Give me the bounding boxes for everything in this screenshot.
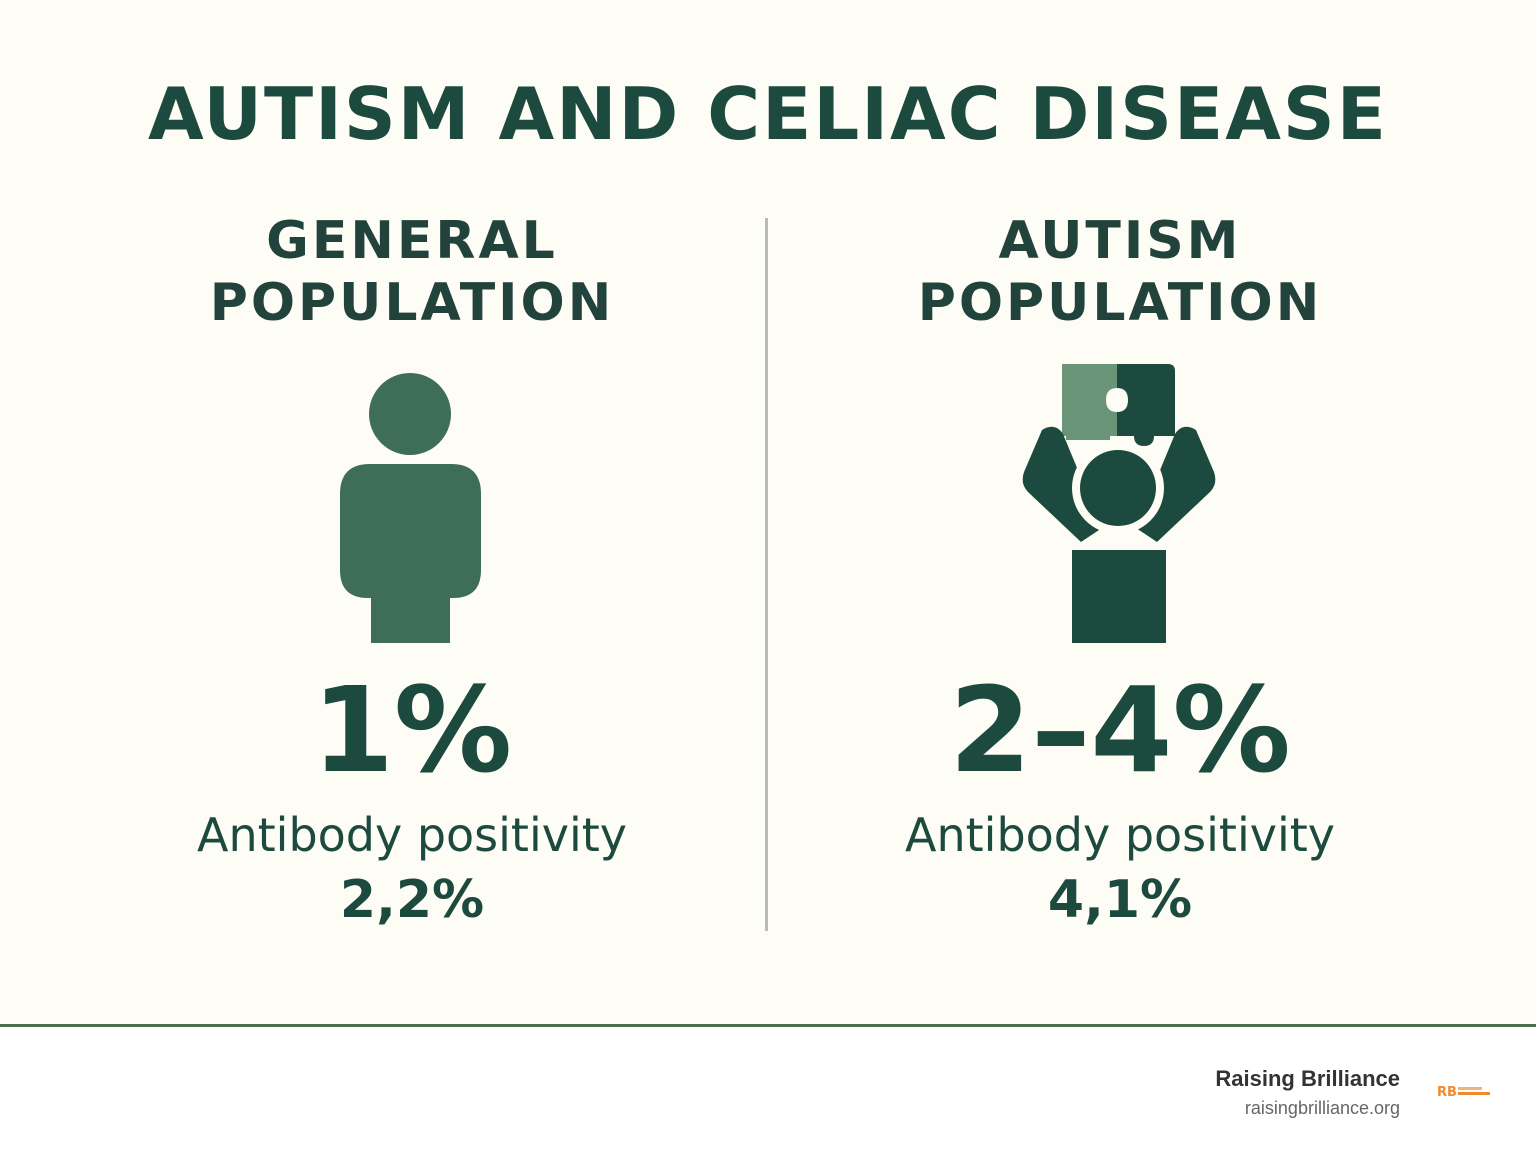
heading-line-2: POPULATION [917, 273, 1323, 333]
autism-population-stat: 2–4% [949, 661, 1291, 799]
autism-population-heading: AUTISM POPULATION [770, 210, 1470, 334]
general-population-antibody-value: 2,2% [339, 870, 485, 930]
brand-name: Raising Brilliance [1215, 1066, 1400, 1091]
autism-population-label: Antibody positivity [905, 808, 1335, 862]
heading-line-1: AUTISM [998, 211, 1242, 271]
svg-text:RB: RB [1437, 1085, 1457, 1099]
footer-divider [0, 1024, 1536, 1027]
heading-line-1: GENERAL [266, 211, 558, 271]
autism-population-column: AUTISM POPULATION 2–4% Antibody positivi… [770, 210, 1470, 930]
footer [0, 1027, 1536, 1154]
brand-url[interactable]: raisingbrilliance.org [1244, 1098, 1400, 1118]
page-title: AUTISM AND CELIAC DISEASE [148, 72, 1388, 156]
puzzle-icon [1062, 364, 1175, 446]
autism-population-antibody-value: 4,1% [1047, 870, 1193, 930]
general-population-stat: 1% [311, 661, 513, 799]
brand-block: Raising Brilliance raisingbrilliance.org [1215, 1066, 1400, 1124]
column-divider [765, 218, 768, 931]
raising-brilliance-logo-icon[interactable]: RB [1437, 1083, 1493, 1100]
general-population-column: GENERAL POPULATION 1% Antibody positivit… [62, 210, 762, 930]
person-holding-puzzle-icon [770, 360, 1470, 650]
heading-line-2: POPULATION [209, 273, 615, 333]
general-population-label: Antibody positivity [197, 808, 627, 862]
general-population-heading: GENERAL POPULATION [62, 210, 762, 334]
person-icon [62, 360, 762, 650]
